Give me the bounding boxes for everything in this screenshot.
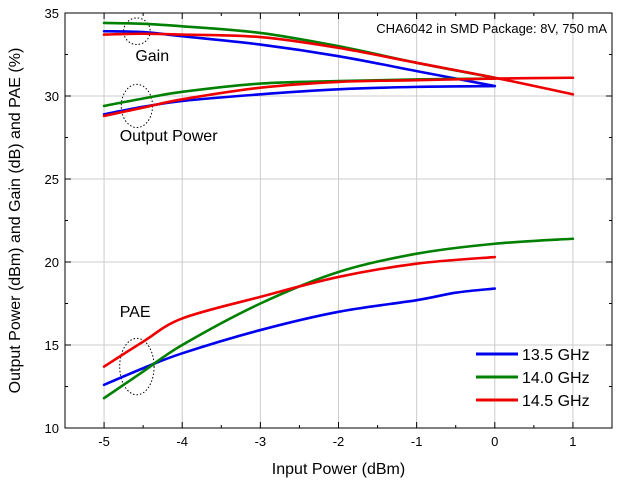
series-line-gain-145 (102, 32, 575, 96)
x-tick-label: -3 (255, 434, 267, 449)
x-tick-label: -5 (98, 434, 110, 449)
y-tick-label: 35 (45, 6, 59, 21)
chart-title: CHA6042 in SMD Package: 8V, 750 mA (376, 21, 607, 36)
legend-label: 14.5 GHz (522, 393, 590, 410)
x-tick-label: -1 (411, 434, 423, 449)
annotation-pae: PAE (120, 304, 151, 321)
y-tick-label: 10 (45, 421, 59, 436)
axis-ticks (64, 12, 613, 429)
x-tick-label: -2 (333, 434, 345, 449)
series-line-pae-135 (102, 287, 497, 387)
y-tick-label: 25 (45, 172, 59, 187)
legend-label: 13.5 GHz (522, 347, 590, 364)
y-tick-label: 15 (45, 338, 59, 353)
series-lines (102, 21, 575, 400)
y-tick-label: 20 (45, 255, 59, 270)
series-line-output-power-145 (102, 76, 575, 118)
x-tick-label: -4 (176, 434, 188, 449)
x-tick-label: 0 (491, 434, 498, 449)
y-tick-label: 30 (45, 89, 59, 104)
legend-label: 14.0 GHz (522, 370, 590, 387)
x-tick-label: 1 (569, 434, 576, 449)
series-line-output-power-135 (102, 84, 497, 116)
legend: 13.5 GHz 14.0 GHz 14.5 GHz (476, 347, 590, 410)
annotation-output-power: Output Power (120, 128, 219, 145)
pae-ellipse (119, 337, 155, 396)
x-axis-label: Input Power (dBm) (272, 461, 405, 478)
legend-item-14-5: 14.5 GHz (476, 393, 590, 410)
legend-item-14-0: 14.0 GHz (476, 370, 590, 387)
series-line-gain-135 (102, 29, 497, 88)
series-line-pae-145 (102, 255, 497, 368)
legend-item-13-5: 13.5 GHz (476, 347, 590, 364)
annotation-gain: Gain (135, 48, 169, 65)
y-axis-label: Output Power (dBm) and Gain (dB) and PAE… (7, 48, 24, 394)
tick-labels: -5 -4 -3 -2 -1 0 1 10 15 20 25 30 35 (45, 6, 577, 449)
